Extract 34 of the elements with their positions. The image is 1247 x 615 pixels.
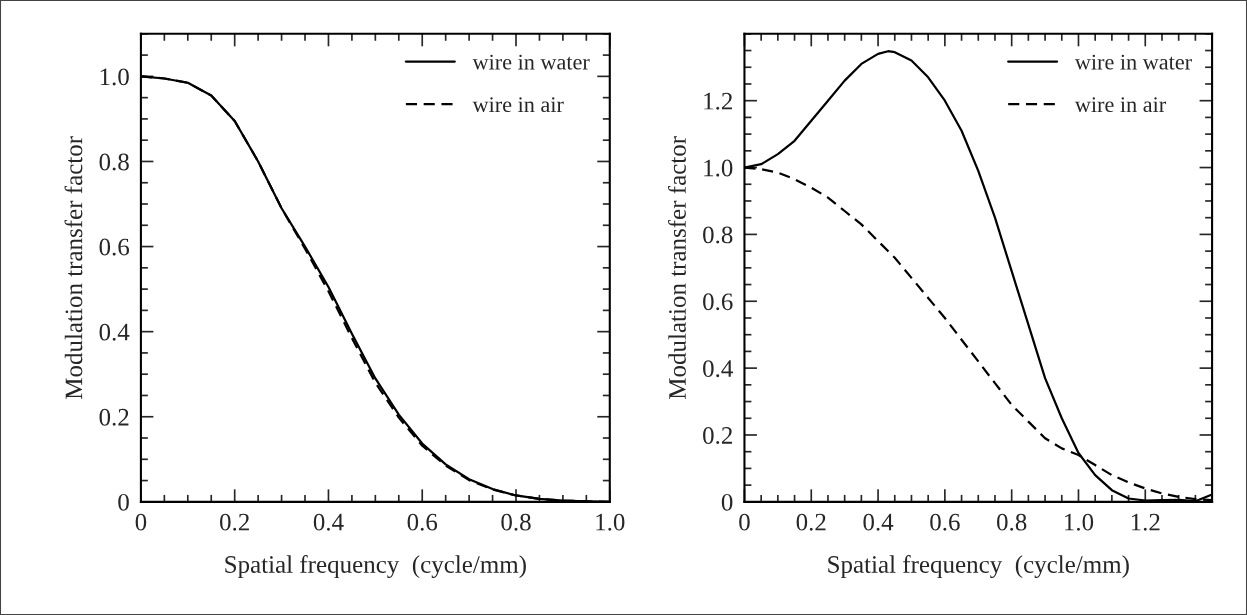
- y-tick-label: 0: [118, 493, 129, 511]
- y-tick-label: 1.0: [704, 159, 733, 177]
- x-tick-label: 1.0: [596, 513, 625, 531]
- legend-label: wire in air: [472, 97, 564, 113]
- x-tick-label: 0.6: [407, 513, 438, 531]
- legend-label: wire in water: [472, 54, 590, 70]
- x-tick-label: 1.0: [1065, 513, 1094, 531]
- y-tick-label: 0.6: [703, 293, 733, 311]
- x-tick-label: 0: [739, 513, 750, 531]
- y-tick-label: 0.4: [99, 323, 130, 341]
- y-tick-label: 0.8: [703, 226, 733, 244]
- legend-label: wire in water: [1074, 54, 1192, 70]
- x-tick-label: 0: [135, 513, 147, 531]
- x-tick-label: 1.2: [1131, 513, 1160, 531]
- y-axis-title: Modulation transfer factor: [64, 136, 83, 400]
- x-axis-title: Spatial frequency (cycle/mm): [828, 555, 1129, 579]
- x-axis-title: Spatial frequency (cycle/mm): [225, 555, 526, 579]
- y-tick-label: 0: [721, 493, 733, 511]
- x-tick-label: 0.8: [997, 513, 1027, 531]
- x-tick-label: 0.2: [220, 513, 249, 531]
- y-axis-title: Modulation transfer factor: [668, 136, 686, 400]
- y-tick-label: 1.2: [704, 92, 732, 110]
- x-tick-label: 0.8: [501, 513, 531, 531]
- y-tick-label: 1.0: [100, 68, 129, 86]
- y-tick-label: 0.2: [99, 408, 129, 426]
- x-tick-label: 0.2: [796, 513, 826, 531]
- y-tick-label: 0.4: [703, 360, 733, 378]
- legend-label: wire in air: [1074, 97, 1166, 113]
- y-tick-label: 0.2: [703, 427, 732, 445]
- x-tick-label: 0.4: [863, 513, 894, 531]
- x-tick-label: 0.6: [930, 513, 960, 531]
- y-tick-label: 0.6: [99, 238, 130, 256]
- x-tick-label: 0.4: [313, 513, 344, 531]
- y-tick-label: 0.8: [99, 153, 129, 171]
